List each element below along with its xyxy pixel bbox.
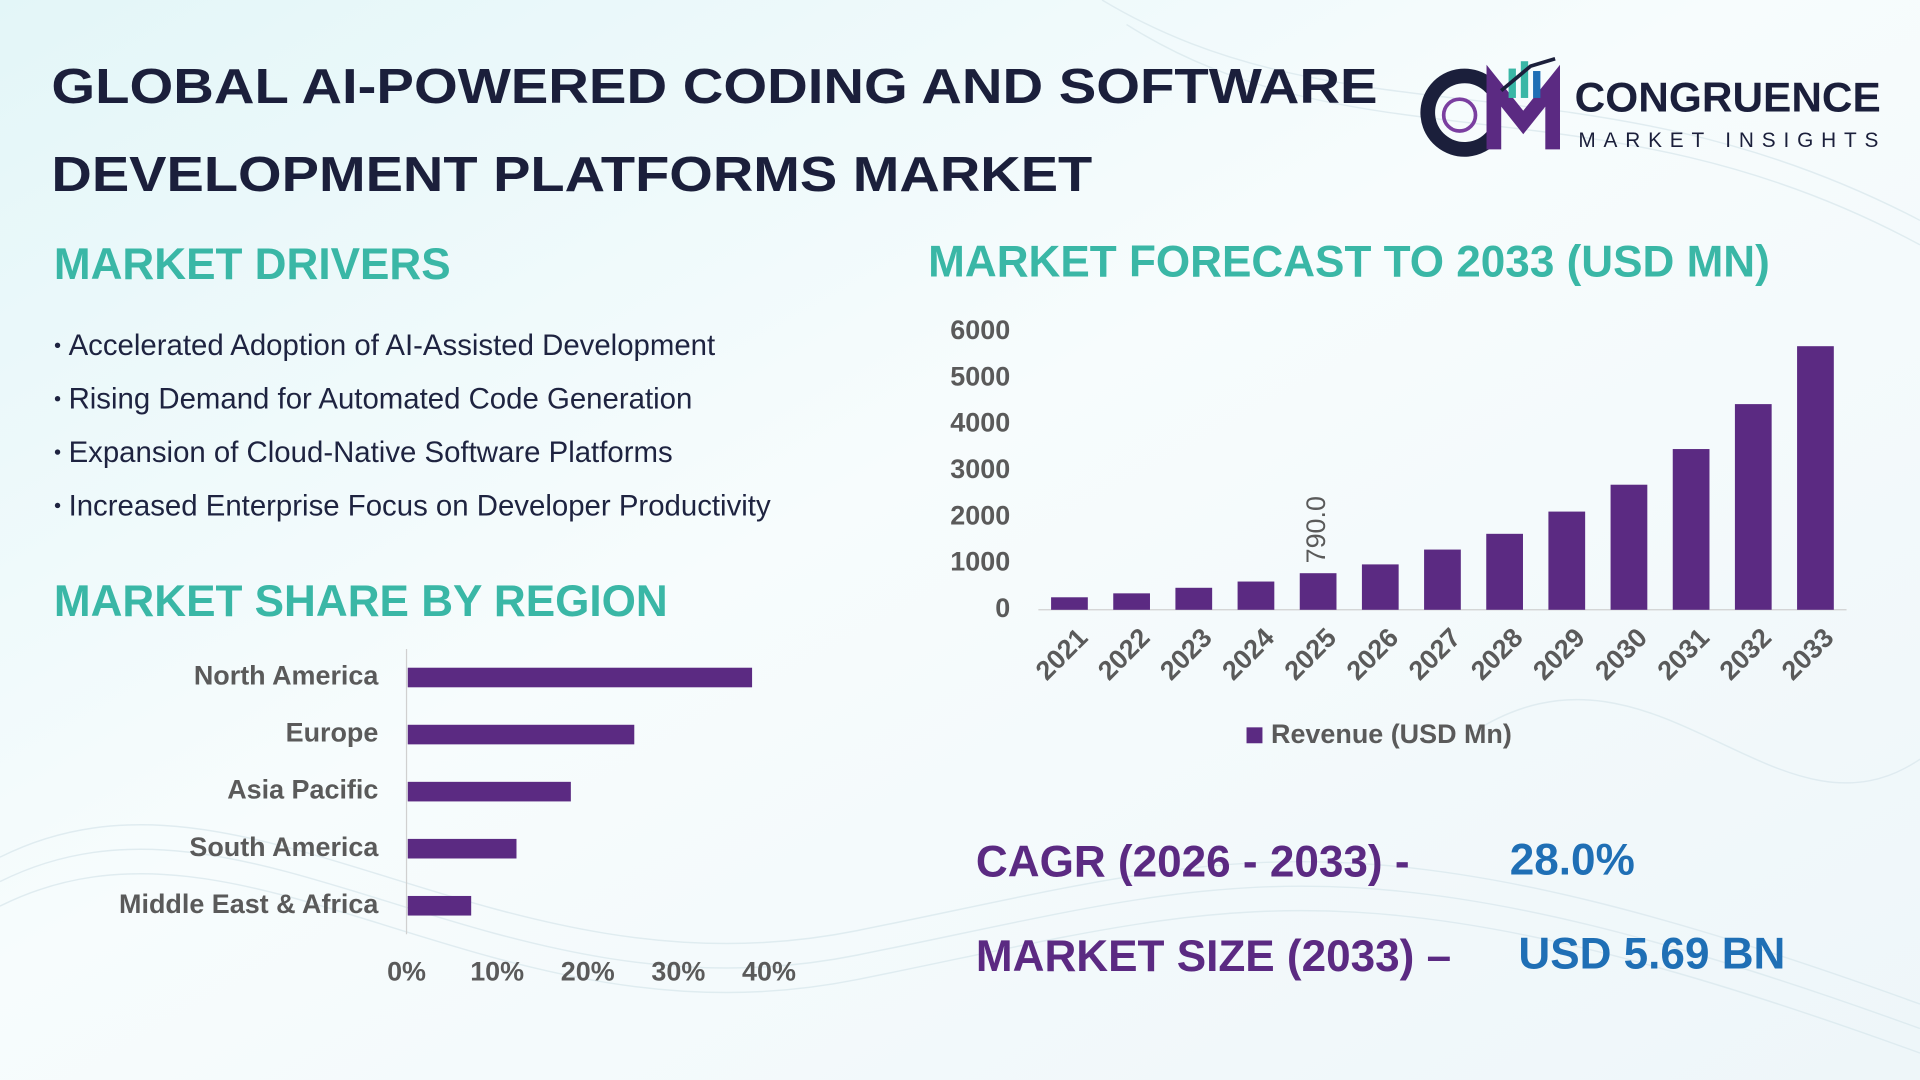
driver-list: Accelerated Adoption of AI-Assisted Deve…	[54, 329, 771, 522]
bullet	[54, 502, 61, 509]
bar	[1486, 533, 1523, 610]
bullet	[54, 449, 61, 455]
bar	[1113, 593, 1150, 610]
bar	[1361, 564, 1399, 610]
y-tick-label: Europe	[286, 718, 379, 748]
x-tick-label: 40%	[742, 957, 796, 987]
logo: CONGRUENCE MARKET INSIGHTS	[1420, 57, 1881, 157]
section-heading: MARKET SHARE BY REGION	[54, 577, 668, 626]
section-heading: MARKET DRIVERS	[54, 240, 451, 289]
x-tick-label: 10%	[470, 957, 524, 987]
brand-name: CONGRUENCE	[1575, 73, 1881, 120]
y-tick-label: 5000	[950, 361, 1010, 391]
stat-label: MARKET SIZE (2033) –	[976, 932, 1451, 981]
bar	[407, 781, 571, 802]
bar	[1548, 511, 1586, 610]
driver-item: Expansion of Cloud-Native Software Platf…	[69, 436, 673, 469]
bar	[407, 667, 753, 688]
x-tick-label: 30%	[651, 957, 705, 987]
title-line: DEVELOPMENT PLATFORMS MARKET	[51, 148, 1092, 202]
y-tick-label: South America	[189, 832, 379, 862]
y-tick-label: 0	[995, 593, 1010, 623]
bar	[407, 724, 635, 745]
y-tick-label: 1000	[950, 547, 1010, 577]
bar	[407, 895, 472, 916]
section-heading: MARKET FORECAST TO 2033 (USD MN)	[928, 238, 1770, 287]
bar	[407, 838, 517, 859]
bullet	[54, 342, 61, 348]
stat-value: 28.0%	[1510, 835, 1635, 884]
bar	[1797, 346, 1834, 610]
bar	[1672, 449, 1710, 610]
stat-label: CAGR (2026 - 2033) -	[976, 838, 1410, 887]
driver-item: Accelerated Adoption of AI-Assisted Deve…	[69, 329, 716, 362]
driver-item: Rising Demand for Automated Code Generat…	[69, 382, 693, 415]
x-tick-label: 0%	[387, 957, 426, 987]
bar	[1175, 587, 1213, 610]
y-tick-label: North America	[194, 661, 380, 691]
bar	[1051, 597, 1088, 610]
data-label: 790.0	[1301, 496, 1331, 563]
bar	[1424, 549, 1461, 610]
y-tick-label: Asia Pacific	[227, 775, 378, 805]
brand-tagline: MARKET INSIGHTS	[1578, 129, 1878, 152]
x-tick-label: 20%	[561, 957, 615, 987]
bar	[1610, 484, 1648, 610]
stat-value: USD 5.69 BN	[1518, 930, 1785, 979]
bar	[1237, 581, 1275, 610]
y-tick-label: 3000	[950, 454, 1010, 484]
y-tick-label: 4000	[950, 408, 1010, 438]
y-tick-label: 2000	[950, 500, 1010, 530]
y-tick-label: 6000	[950, 315, 1010, 345]
legend-label: Revenue (USD Mn)	[1271, 719, 1512, 749]
legend-swatch	[1246, 727, 1263, 744]
title-line: GLOBAL AI-POWERED CODING AND SOFTWARE	[51, 60, 1377, 114]
bar	[1734, 404, 1772, 610]
driver-item: Increased Enterprise Focus on Developer …	[69, 489, 771, 522]
bullet	[54, 396, 61, 402]
bar	[1299, 573, 1337, 610]
y-tick-label: Middle East & Africa	[119, 889, 379, 919]
